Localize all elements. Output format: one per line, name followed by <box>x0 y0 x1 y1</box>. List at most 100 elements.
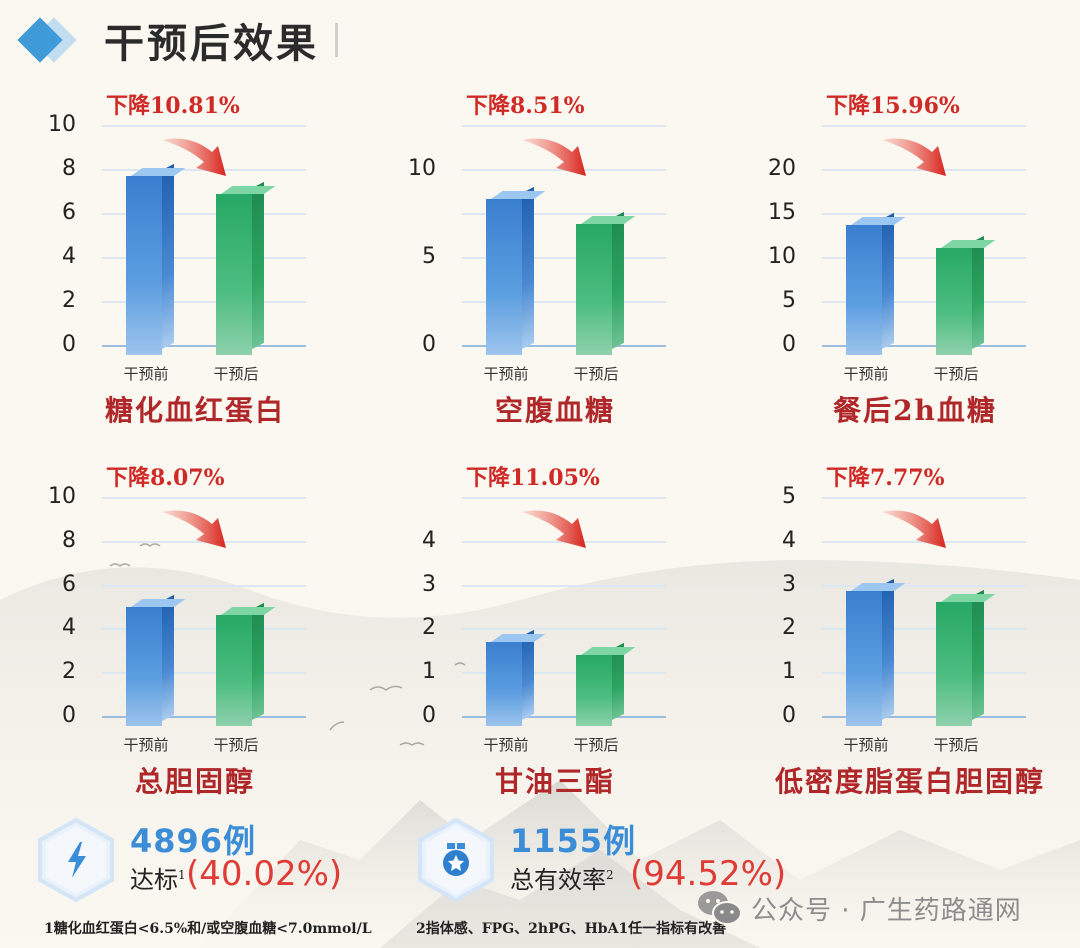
bar-before <box>126 594 186 726</box>
x-category-label: 干预前 <box>843 365 889 383</box>
y-tick-label: 4 <box>782 527 796 553</box>
gridline <box>102 497 306 499</box>
bar-after <box>576 642 636 726</box>
y-tick-label: 4 <box>62 244 76 269</box>
x-category-label: 干预前 <box>843 736 889 754</box>
bar-chart: 下降15.96% 0 5 10 15 20 干预前 干预后餐后2h血糖 <box>760 88 1080 448</box>
x-category-label: 干预后 <box>573 736 619 754</box>
down-arrow-icon <box>162 510 226 548</box>
y-tick-label: 5 <box>782 288 796 313</box>
down-arrow-icon <box>522 510 586 548</box>
diamond-icon <box>12 10 82 70</box>
y-tick-label: 20 <box>768 156 796 181</box>
gridline <box>822 301 1026 303</box>
gridline <box>822 125 1026 127</box>
down-arrow-icon <box>882 510 946 548</box>
gridline <box>102 257 306 259</box>
y-tick-label: 2 <box>782 615 796 641</box>
y-tick-label: 6 <box>62 571 76 597</box>
gridline <box>462 628 666 631</box>
stat-count: 1155例 <box>510 822 637 860</box>
bar-after <box>576 211 636 355</box>
x-category-label: 干预后 <box>933 365 979 383</box>
x-category-label: 干预前 <box>123 365 169 383</box>
bar-before <box>846 213 906 355</box>
y-tick-label: 8 <box>62 527 76 553</box>
page-title: 干预后效果 <box>104 21 319 67</box>
stat-label: 总有效率2 <box>510 866 614 894</box>
medal-icon <box>418 817 494 903</box>
y-tick-label: 1 <box>422 659 436 685</box>
x-category-label: 干预前 <box>483 736 529 754</box>
y-tick-label: 0 <box>422 332 436 357</box>
chart-title: 餐后2h血糖 <box>833 394 997 427</box>
stat-label: 达标1 <box>130 866 186 894</box>
wechat-icon <box>698 891 742 925</box>
drop-percentage-label: 下降15.96% <box>826 93 960 119</box>
y-tick-label: 3 <box>782 571 796 597</box>
drop-percentage-label: 下降11.05% <box>466 465 600 491</box>
y-tick-label: 6 <box>62 200 76 225</box>
drop-percentage-label: 下降8.51% <box>466 93 585 119</box>
gridline <box>822 584 1026 587</box>
x-category-label: 干预后 <box>213 365 259 383</box>
bar-chart: 下降7.77% 0 1 2 3 4 5 干预前 干预后 低密度脂蛋白胆固醇 <box>740 460 1070 820</box>
x-category-label: 干预前 <box>483 365 529 383</box>
title-divider <box>335 23 338 57</box>
bar-chart: 下降11.05% 0 1 2 3 4 干预前 干预后 甘油三酯 <box>400 460 730 820</box>
chart-title: 总胆固醇 <box>134 765 255 798</box>
y-tick-label: 0 <box>782 332 796 357</box>
x-axis-line <box>462 345 666 347</box>
gridline <box>462 584 666 587</box>
gridline <box>462 125 666 127</box>
watermark-text: 公众号 · 广生药路通网 <box>751 895 1022 926</box>
gridline <box>822 497 1026 499</box>
bar-chart: 下降10.81% 0 2 4 6 8 10 干预前 干预后糖化血红蛋白 <box>40 88 370 448</box>
drop-percentage-label: 下降8.07% <box>106 465 225 491</box>
drop-percentage-label: 下降10.81% <box>106 93 240 119</box>
x-category-label: 干预后 <box>213 736 259 754</box>
y-tick-label: 10 <box>408 156 436 181</box>
chart-title: 空腹血糖 <box>494 394 615 427</box>
y-tick-label: 10 <box>48 112 76 137</box>
y-tick-label: 10 <box>768 244 796 269</box>
y-tick-label: 1 <box>782 659 796 685</box>
gridline <box>462 213 666 215</box>
chart-title: 甘油三酯 <box>494 765 615 798</box>
chart-title: 低密度脂蛋白胆固醇 <box>774 765 1045 798</box>
y-tick-label: 10 <box>48 484 76 509</box>
bar-after <box>216 603 276 726</box>
gridline <box>822 257 1026 259</box>
chart-title: 糖化血红蛋白 <box>104 394 285 427</box>
bar-before <box>846 579 906 726</box>
stat-target-reached: 4896例 达标1 (40.02%) <box>0 810 400 910</box>
bar-before <box>486 186 546 355</box>
y-tick-label: 0 <box>62 332 76 357</box>
bar-after <box>216 181 276 355</box>
watermark: 公众号 · 广生药路通网 <box>697 888 1022 928</box>
y-tick-label: 2 <box>422 615 436 641</box>
footnote-2: 2指体感、FPG、2hPG、HbA1任一指标有改善 <box>416 921 727 937</box>
y-tick-label: 0 <box>422 703 436 728</box>
y-tick-label: 4 <box>62 615 76 641</box>
y-tick-label: 0 <box>782 703 796 728</box>
y-tick-label: 5 <box>422 244 436 269</box>
y-tick-label: 15 <box>768 200 796 225</box>
gridline <box>462 497 666 499</box>
x-category-label: 干预后 <box>573 365 619 383</box>
bar-chart: 下降8.07% 0 2 4 6 8 10 干预前 干预后 总胆固醇 <box>40 460 370 820</box>
y-tick-label: 2 <box>62 659 76 685</box>
y-tick-label: 8 <box>62 156 76 181</box>
bar-before <box>126 163 186 355</box>
stat-percent: (40.02%) <box>186 854 343 894</box>
gridline <box>102 125 306 127</box>
drop-percentage-label: 下降7.77% <box>826 465 945 491</box>
y-tick-label: 0 <box>62 703 76 728</box>
bar-before <box>486 629 546 726</box>
bar-after <box>936 236 996 355</box>
y-tick-label: 3 <box>422 571 436 597</box>
bar-chart: 下降8.51% 0 5 10 干预前 干预后空腹血糖 <box>400 88 730 448</box>
x-axis-line <box>822 345 1026 347</box>
gridline <box>102 213 306 215</box>
y-tick-label: 2 <box>62 288 76 313</box>
